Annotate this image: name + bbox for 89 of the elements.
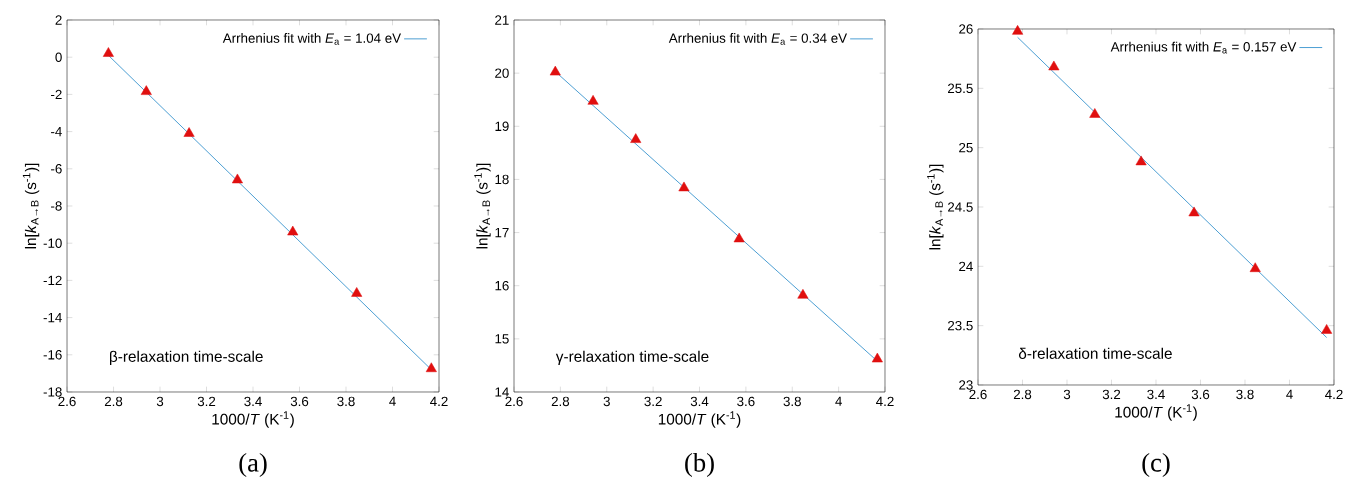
point <box>183 127 195 137</box>
y-tick-label: 14 <box>495 387 509 397</box>
x-tick-label: 2.8 <box>551 396 570 407</box>
y-tick-label: 19 <box>495 121 509 131</box>
x-tick-label: 3.2 <box>197 396 216 407</box>
y-tick-label: -10 <box>43 238 62 248</box>
point <box>102 47 114 57</box>
x-tick-label: 3.8 <box>1236 389 1254 400</box>
point <box>1135 155 1147 166</box>
x-tick-label: 3.4 <box>1147 389 1165 400</box>
x-tick-label: 3.4 <box>244 396 262 407</box>
point <box>425 362 437 373</box>
text: (b) <box>685 452 714 478</box>
x-tick-label: 3.8 <box>337 396 355 407</box>
x-tick-label: 4.2 <box>430 396 448 407</box>
x-tick-label: 3.4 <box>690 396 709 407</box>
point <box>231 173 243 184</box>
point <box>1089 108 1101 118</box>
y-axis-title: ln[k$_{A→B}$ (s$^{-1}$)] <box>22 163 40 249</box>
point <box>733 232 745 243</box>
point <box>1249 262 1261 272</box>
y-tick-label: -16 <box>43 350 62 360</box>
x-tick-label: 4 <box>835 396 842 406</box>
x-tick-label: 3.6 <box>290 396 309 407</box>
y-tick-label: 17 <box>495 227 509 238</box>
annotation: β-relaxation time-scale <box>110 350 263 365</box>
text: (a) <box>239 452 267 478</box>
y-tick-label: 2 <box>55 15 62 25</box>
y-tick-label: 20 <box>495 68 509 78</box>
x-axis-title: 1000/T (K$^{-1}$) <box>1115 404 1197 421</box>
y-tick-label: 24 <box>959 261 973 271</box>
point <box>140 85 152 95</box>
x-tick-label: 4 <box>389 396 396 406</box>
point <box>1048 60 1060 71</box>
x-tick-label: 3.6 <box>1191 389 1210 400</box>
point <box>287 225 299 236</box>
legend-label: Arrhenius fit with E$_{a}$ = 1.04 eV <box>222 33 401 45</box>
x-tick-label: 2.6 <box>969 389 987 400</box>
y-tick-label: 25.5 <box>948 83 973 94</box>
x-tick-label: 2.8 <box>104 396 123 407</box>
point <box>587 95 599 105</box>
y-tick-label: -4 <box>51 127 62 137</box>
annotation: δ-relaxation time-scale <box>1018 347 1172 359</box>
y-tick-label: 23 <box>959 380 973 390</box>
y-tick-label: -2 <box>51 89 62 100</box>
point <box>351 287 363 297</box>
x-tick-label: 3.8 <box>783 396 801 407</box>
x-tick-label: 2.6 <box>505 396 523 407</box>
legend-label: Arrhenius fit with E$_{a}$ = 0.157 eV <box>1110 41 1297 54</box>
y-tick-label: -14 <box>43 313 62 323</box>
legend-label: Arrhenius fit with E$_{a}$ = 0.34 eV <box>668 33 848 45</box>
point <box>549 65 561 76</box>
text: (c) <box>1142 452 1170 478</box>
y-tick-label: -6 <box>51 164 62 174</box>
y-tick-label: -12 <box>43 275 62 286</box>
annotation: γ-relaxation time-scale <box>555 350 709 365</box>
point <box>630 133 642 143</box>
x-tick-label: 4 <box>1286 389 1293 399</box>
x-tick-label: 3 <box>603 396 610 407</box>
x-axis-title: 1000/T (K$^{-1}$) <box>212 411 294 428</box>
x-tick-label: 4.2 <box>1325 389 1343 400</box>
x-tick-label: 3.6 <box>737 396 755 407</box>
y-tick-label: -8 <box>51 201 62 211</box>
x-axis-title: 1000/T (K$^{-1}$) <box>658 411 741 428</box>
y-tick-label: 18 <box>495 174 509 185</box>
x-tick-label: 3 <box>1063 389 1071 400</box>
point <box>1012 25 1024 35</box>
x-tick-label: 2.8 <box>1013 389 1032 400</box>
y-tick-label: 23.5 <box>948 320 973 331</box>
x-tick-label: 3.2 <box>644 396 662 407</box>
y-axis-title: ln[k$_{A→B}$ (s$^{-1}$)] <box>927 164 944 250</box>
x-tick-label: 4.2 <box>876 396 894 407</box>
y-tick-label: 21 <box>495 15 509 25</box>
x-tick-label: 3.2 <box>1102 389 1121 400</box>
point <box>1188 206 1200 217</box>
point <box>678 181 690 192</box>
x-tick-label: 2.6 <box>58 396 76 407</box>
y-tick-label: 16 <box>495 280 509 291</box>
y-axis-title: ln[k$_{A→B}$ (s$^{-1}$)] <box>474 163 491 249</box>
y-tick-label: 0 <box>55 52 62 62</box>
y-tick-label: 24.5 <box>948 202 973 212</box>
y-tick-label: 15 <box>495 334 509 344</box>
y-tick-label: 26 <box>959 24 973 34</box>
point <box>871 352 883 363</box>
y-tick-label: 25 <box>959 142 973 153</box>
y-tick-label: -18 <box>43 387 62 397</box>
point <box>1321 324 1333 334</box>
point <box>797 289 809 299</box>
x-tick-label: 3 <box>156 396 164 407</box>
